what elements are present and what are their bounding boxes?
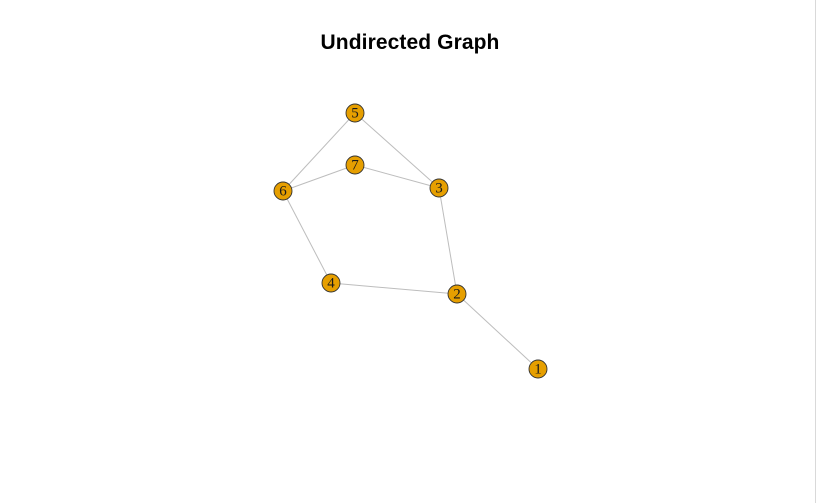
node-circle-2 xyxy=(447,284,467,304)
node-label-1: 1 xyxy=(534,362,542,378)
node-circle-1 xyxy=(528,359,548,379)
node-circle-5 xyxy=(345,103,365,123)
node-label-6: 6 xyxy=(279,184,287,200)
node-circle-6 xyxy=(273,181,293,201)
edge-3-5 xyxy=(354,112,440,189)
node-label-2: 2 xyxy=(453,287,461,303)
node-label-3: 3 xyxy=(435,181,443,197)
node-circle-7 xyxy=(345,155,365,175)
edge-4-6 xyxy=(282,190,332,284)
node-6: 6 xyxy=(273,181,293,201)
edge-3-7 xyxy=(354,164,440,189)
node-5: 5 xyxy=(345,103,365,123)
edge-2-3 xyxy=(438,187,458,295)
node-3: 3 xyxy=(429,178,449,198)
edge-5-6 xyxy=(282,112,356,192)
node-7: 7 xyxy=(345,155,365,175)
edges-layer xyxy=(282,112,539,370)
nodes-layer: 1 2 3 4 5 6 7 xyxy=(273,103,548,379)
node-4: 4 xyxy=(321,273,341,293)
edge-2-4 xyxy=(330,282,458,295)
node-label-4: 4 xyxy=(327,276,335,292)
node-circle-4 xyxy=(321,273,341,293)
edge-1-2 xyxy=(456,293,539,370)
node-2: 2 xyxy=(447,284,467,304)
edge-6-7 xyxy=(282,164,356,192)
node-label-5: 5 xyxy=(351,106,359,122)
panel-divider xyxy=(815,0,816,503)
graph-title: Undirected Graph xyxy=(320,31,500,54)
node-label-7: 7 xyxy=(351,158,359,174)
node-circle-3 xyxy=(429,178,449,198)
node-1: 1 xyxy=(528,359,548,379)
